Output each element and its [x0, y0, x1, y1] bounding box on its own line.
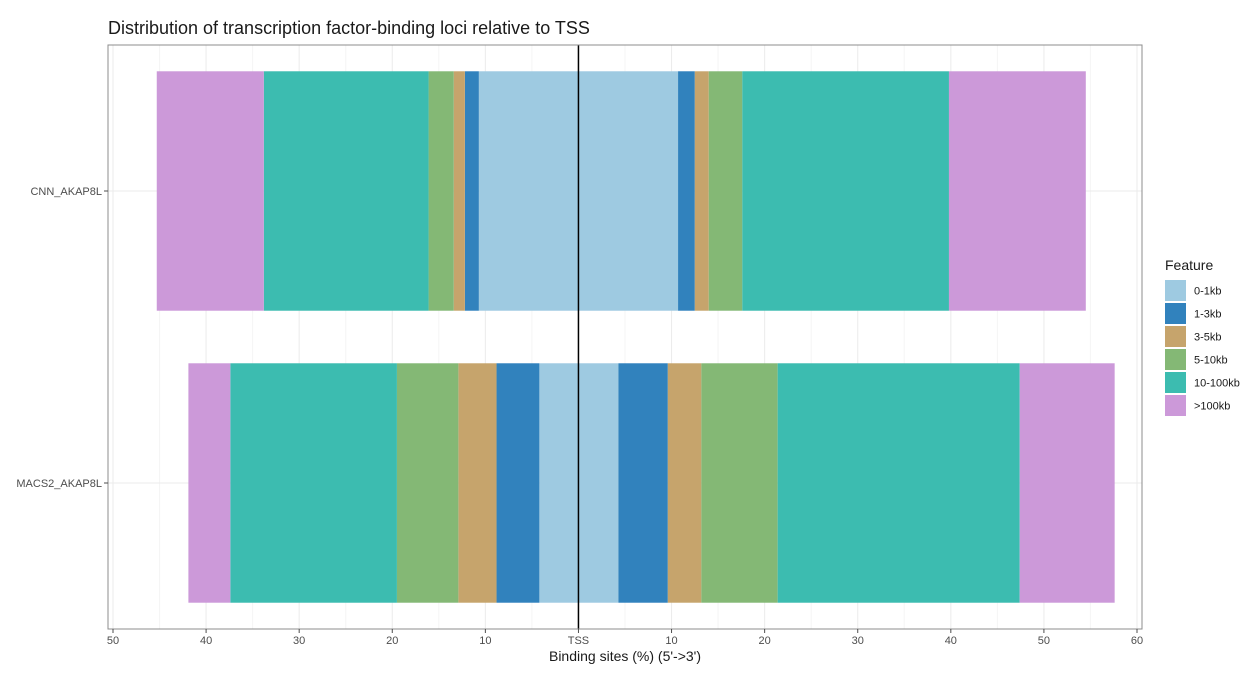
bar-segment-downstream: [578, 71, 679, 311]
legend-swatch: [1165, 395, 1186, 416]
bar-segment-upstream: [453, 71, 465, 311]
x-tick-label: 50: [1038, 635, 1050, 647]
bar-segment-upstream: [458, 363, 497, 603]
bar-segment-upstream: [188, 363, 231, 603]
bar-segment-downstream: [678, 71, 695, 311]
legend-title: Feature: [1165, 257, 1213, 273]
y-axis: CNN_AKAP8L MACS2_AKAP8L: [16, 186, 108, 490]
legend-swatch: [1165, 326, 1186, 347]
legend-label: 1-3kb: [1194, 309, 1222, 321]
bar-segment-downstream: [948, 71, 1086, 311]
bar-segment-upstream: [396, 363, 459, 603]
legend-label: >100kb: [1194, 401, 1230, 413]
x-axis-title: Binding sites (%) (5'->3'): [549, 648, 701, 664]
y-tick-label: MACS2_AKAP8L: [16, 478, 102, 490]
bar-segment-upstream: [539, 363, 579, 603]
bar-segment-upstream: [496, 363, 540, 603]
bar-segment-upstream: [428, 71, 454, 311]
legend-swatch: [1165, 280, 1186, 301]
x-tick-label: 30: [293, 635, 305, 647]
x-tick-label: 50: [107, 635, 119, 647]
x-tick-label: 40: [945, 635, 957, 647]
bar-segment-downstream: [701, 363, 778, 603]
bar-segment-downstream: [742, 71, 949, 311]
plot-border: [107, 44, 1143, 630]
legend-label: 0-1kb: [1194, 286, 1222, 298]
bar-segment-downstream: [667, 363, 702, 603]
bar-segment-upstream: [263, 71, 429, 311]
bar-segment-downstream: [777, 363, 1020, 603]
legend: Feature 0-1kb 1-3kb 3-5kb 5-10kb 10-100kb >100…: [1165, 257, 1240, 416]
bar-segment-upstream: [478, 71, 579, 311]
x-tick-label: TSS: [568, 635, 589, 647]
bar-segment-downstream: [618, 363, 668, 603]
x-tick-label: 20: [386, 635, 398, 647]
chart-title: Distribution of transcription factor-bin…: [108, 18, 590, 38]
bar-segment-downstream: [694, 71, 709, 311]
legend-swatch: [1165, 372, 1186, 393]
legend-label: 3-5kb: [1194, 332, 1222, 344]
x-tick-label: 10: [479, 635, 491, 647]
bar-segment-upstream: [156, 71, 264, 311]
bar-segment-downstream: [1019, 363, 1115, 603]
legend-swatch: [1165, 349, 1186, 370]
bar-segment-upstream: [464, 71, 479, 311]
legend-label: 5-10kb: [1194, 355, 1228, 367]
bar-segment-upstream: [230, 363, 397, 603]
x-tick-label: 30: [852, 635, 864, 647]
x-tick-label: 10: [665, 635, 677, 647]
x-tick-label: 40: [200, 635, 212, 647]
x-tick-label: 60: [1131, 635, 1143, 647]
x-tick-label: 20: [759, 635, 771, 647]
y-tick-label: CNN_AKAP8L: [30, 186, 102, 198]
x-axis: 50 40 30 20 10 TSS 10 20 30 40 50 60: [107, 629, 1143, 647]
legend-swatch: [1165, 303, 1186, 324]
bars: [156, 71, 1115, 603]
bar-segment-downstream: [708, 71, 743, 311]
bar-segment-downstream: [578, 363, 619, 603]
legend-label: 10-100kb: [1194, 378, 1240, 390]
